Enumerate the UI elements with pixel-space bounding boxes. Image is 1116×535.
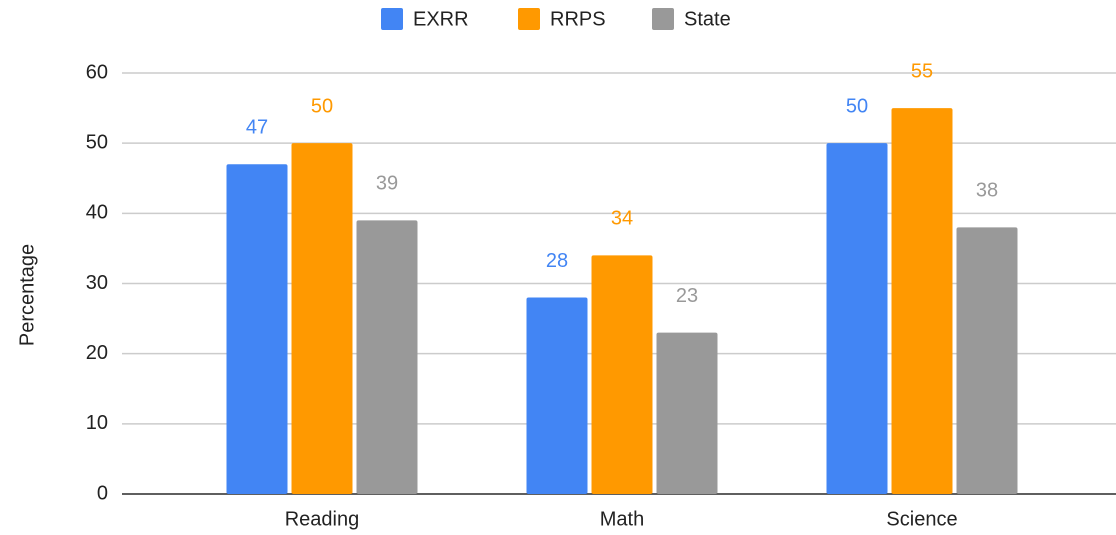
y-tick-label: 30 [86,272,108,294]
x-tick-label: Math [600,508,644,530]
legend-swatch [381,8,403,30]
data-label: 50 [311,95,333,117]
y-tick-label: 40 [86,202,108,224]
legend-swatch [652,8,674,30]
y-tick-label: 20 [86,342,108,364]
bar [656,332,718,494]
data-label: 47 [246,116,268,138]
bar [291,143,353,494]
y-tick-label: 50 [86,131,108,153]
data-label: 38 [976,180,998,202]
y-tick-label: 10 [86,412,108,434]
bar [956,227,1018,494]
x-tick-label: Reading [285,508,360,530]
legend-label: EXRR [413,8,469,30]
data-label: 23 [676,285,698,307]
bar [356,220,418,494]
bar [826,143,888,494]
bar [891,108,953,494]
legend-label: State [684,8,731,30]
bar [591,255,653,494]
bar [526,297,588,494]
bar [226,164,288,494]
y-tick-label: 60 [86,61,108,83]
legend-label: RRPS [550,8,606,30]
data-label: 50 [846,95,868,117]
data-label: 28 [546,250,568,272]
legend-swatch [518,8,540,30]
x-tick-label: Science [886,508,957,530]
data-label: 55 [911,60,933,82]
data-label: 39 [376,173,398,195]
y-tick-label: 0 [97,482,108,504]
data-label: 34 [611,208,633,230]
y-axis-label: Percentage [16,244,38,346]
